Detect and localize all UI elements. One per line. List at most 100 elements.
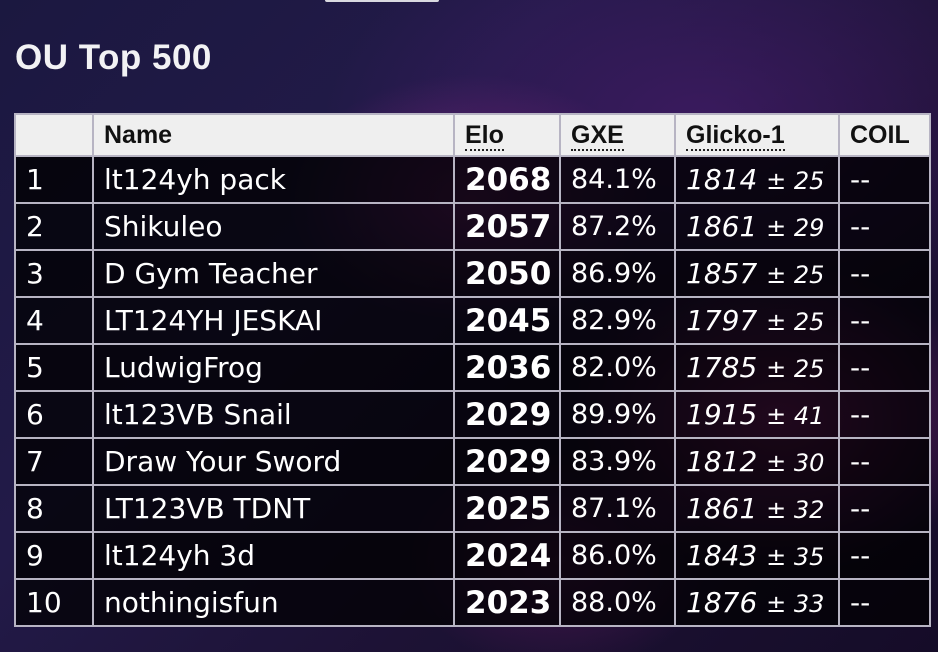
gxe-cell: 86.0% — [559, 531, 676, 580]
player-name-link[interactable]: LudwigFrog — [104, 351, 263, 384]
player-name-cell: LT123VB TDNT — [92, 484, 455, 533]
rank-cell: 2 — [14, 202, 94, 251]
rank-cell: 8 — [14, 484, 94, 533]
header-rank — [14, 113, 94, 157]
rank-cell: 10 — [14, 578, 94, 627]
gxe-cell: 87.2% — [559, 202, 676, 251]
glicko-rating: 1843 — [686, 539, 758, 572]
table-row: 10 nothingisfun 2023 88.0% 1876 ± 33 -- — [14, 578, 931, 627]
header-elo-label[interactable]: Elo — [465, 120, 504, 151]
rank-cell: 1 — [14, 155, 94, 204]
table-row: 5 LudwigFrog 2036 82.0% 1785 ± 25 -- — [14, 343, 931, 392]
table-row: 2 Shikuleo 2057 87.2% 1861 ± 29 -- — [14, 202, 931, 251]
table-row: 1 lt124yh pack 2068 84.1% 1814 ± 25 -- — [14, 155, 931, 204]
coil-cell: -- — [838, 531, 931, 580]
header-glicko[interactable]: Glicko-1 — [674, 113, 840, 157]
elo-cell: 2036 — [453, 343, 561, 392]
player-name-link[interactable]: LT123VB TDNT — [104, 492, 311, 525]
table-body: 1 lt124yh pack 2068 84.1% 1814 ± 25 -- 2 Shikul… — [14, 155, 931, 627]
coil-cell: -- — [838, 484, 931, 533]
glicko-cell: 1812 ± 30 — [674, 437, 840, 486]
table-row: 4 LT124YH JESKAI 2045 82.9% 1797 ± 25 -- — [14, 296, 931, 345]
rank-cell: 5 — [14, 343, 94, 392]
elo-cell: 2024 — [453, 531, 561, 580]
glicko-rating: 1857 — [686, 257, 758, 290]
glicko-rating: 1861 — [686, 492, 758, 525]
player-name-cell: Draw Your Sword — [92, 437, 455, 486]
glicko-deviation: ± 33 — [766, 590, 825, 618]
glicko-deviation: ± 25 — [766, 355, 825, 383]
coil-cell: -- — [838, 437, 931, 486]
glicko-deviation: ± 25 — [766, 308, 825, 336]
elo-cell: 2045 — [453, 296, 561, 345]
player-name-link[interactable]: nothingisfun — [104, 586, 279, 619]
coil-cell: -- — [838, 343, 931, 392]
gxe-cell: 83.9% — [559, 437, 676, 486]
glicko-cell: 1857 ± 25 — [674, 249, 840, 298]
player-name-link[interactable]: lt124yh pack — [104, 163, 286, 196]
coil-cell: -- — [838, 249, 931, 298]
rank-cell: 3 — [14, 249, 94, 298]
glicko-deviation: ± 32 — [766, 496, 825, 524]
gxe-cell: 88.0% — [559, 578, 676, 627]
gxe-cell: 89.9% — [559, 390, 676, 439]
player-name-link[interactable]: D Gym Teacher — [104, 257, 318, 290]
elo-cell: 2029 — [453, 390, 561, 439]
elo-cell: 2057 — [453, 202, 561, 251]
player-name-link[interactable]: Draw Your Sword — [104, 445, 342, 478]
glicko-rating: 1785 — [686, 351, 758, 384]
glicko-deviation: ± 29 — [766, 214, 825, 242]
glicko-deviation: ± 25 — [766, 261, 825, 289]
glicko-cell: 1843 ± 35 — [674, 531, 840, 580]
coil-cell: -- — [838, 202, 931, 251]
glicko-deviation: ± 41 — [766, 402, 825, 430]
coil-cell: -- — [838, 155, 931, 204]
glicko-cell: 1814 ± 25 — [674, 155, 840, 204]
player-name-link[interactable]: lt124yh 3d — [104, 539, 256, 572]
header-coil-label: COIL — [850, 120, 910, 149]
glicko-rating: 1812 — [686, 445, 758, 478]
player-name-cell: LT124YH JESKAI — [92, 296, 455, 345]
glicko-rating: 1915 — [686, 398, 758, 431]
glicko-rating: 1861 — [686, 210, 758, 243]
player-name-link[interactable]: lt123VB Snail — [104, 398, 292, 431]
glicko-deviation: ± 30 — [766, 449, 825, 477]
table-row: 6 lt123VB Snail 2029 89.9% 1915 ± 41 -- — [14, 390, 931, 439]
gxe-cell: 82.0% — [559, 343, 676, 392]
gxe-cell: 84.1% — [559, 155, 676, 204]
gxe-cell: 82.9% — [559, 296, 676, 345]
glicko-cell: 1861 ± 32 — [674, 484, 840, 533]
elo-cell: 2029 — [453, 437, 561, 486]
coil-cell: -- — [838, 578, 931, 627]
coil-cell: -- — [838, 390, 931, 439]
glicko-cell: 1876 ± 33 — [674, 578, 840, 627]
glicko-rating: 1876 — [686, 586, 758, 619]
player-name-cell: lt124yh pack — [92, 155, 455, 204]
header-coil: COIL — [838, 113, 931, 157]
header-gxe[interactable]: GXE — [559, 113, 676, 157]
coil-cell: -- — [838, 296, 931, 345]
player-name-cell: lt124yh 3d — [92, 531, 455, 580]
player-name-cell: Shikuleo — [92, 202, 455, 251]
rank-cell: 4 — [14, 296, 94, 345]
elo-cell: 2023 — [453, 578, 561, 627]
player-name-cell: nothingisfun — [92, 578, 455, 627]
table-header-row: Name Elo GXE Glicko-1 COIL — [14, 113, 931, 157]
rank-cell: 9 — [14, 531, 94, 580]
elo-cell: 2025 — [453, 484, 561, 533]
glicko-cell: 1861 ± 29 — [674, 202, 840, 251]
elo-cell: 2050 — [453, 249, 561, 298]
top-tab-edge[interactable] — [325, 0, 439, 2]
table-row: 7 Draw Your Sword 2029 83.9% 1812 ± 30 -- — [14, 437, 931, 486]
header-elo[interactable]: Elo — [453, 113, 561, 157]
glicko-rating: 1814 — [686, 163, 758, 196]
header-name: Name — [92, 113, 455, 157]
table-row: 9 lt124yh 3d 2024 86.0% 1843 ± 35 -- — [14, 531, 931, 580]
gxe-cell: 87.1% — [559, 484, 676, 533]
header-glicko-label[interactable]: Glicko-1 — [686, 120, 785, 151]
player-name-link[interactable]: Shikuleo — [104, 210, 223, 243]
glicko-cell: 1785 ± 25 — [674, 343, 840, 392]
player-name-link[interactable]: LT124YH JESKAI — [104, 304, 323, 337]
header-gxe-label[interactable]: GXE — [571, 120, 624, 151]
